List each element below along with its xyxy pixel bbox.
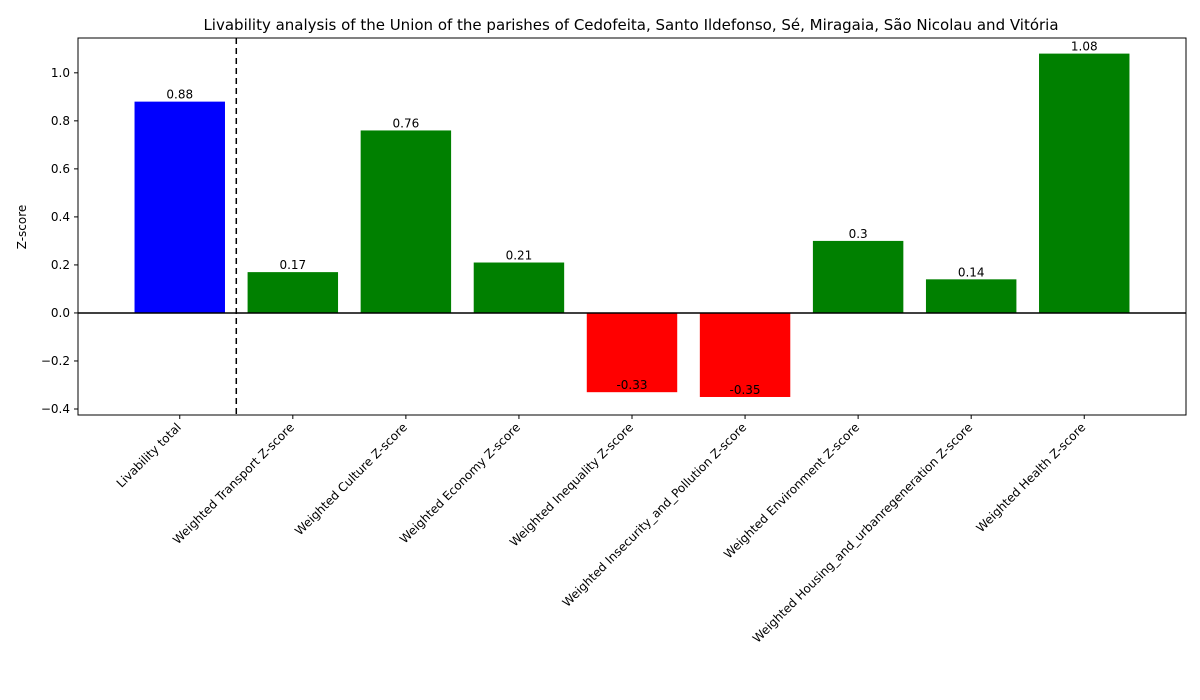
reference-lines [78,38,1186,415]
x-tick-label: Weighted Inequality Z-score [507,420,636,549]
y-tick-label: 0.0 [51,306,70,320]
bar-value-label: 0.17 [279,258,306,272]
chart-title: Livability analysis of the Union of the … [203,16,1058,34]
y-tick-label: 0.6 [51,162,70,176]
bar-value-label: 0.21 [506,249,533,263]
y-tick-label: 0.8 [51,114,70,128]
y-axis-label: Z-score [15,205,29,250]
bar-value-label: 0.88 [166,88,193,102]
x-tick-label: Weighted Culture Z-score [292,420,410,538]
x-tick-label: Weighted Environment Z-score [721,420,862,561]
x-tick-label: Weighted Transport Z-score [170,420,297,547]
y-tick-label: −0.2 [41,354,70,368]
value-labels: 0.88 0.17 0.76 0.21 -0.33 -0.35 0.3 0.14 1.08 [166,40,1097,397]
bar [1039,53,1130,313]
bar [812,240,904,313]
x-tick-label: Livability total [114,420,184,490]
bar [699,312,791,397]
bar-series [134,53,1130,397]
y-tick-label: −0.4 [41,402,70,416]
y-tick-label: 0.4 [51,210,70,224]
bar-value-label: 0.76 [393,116,420,130]
bar-value-label: 0.3 [849,227,868,241]
bar-value-label: 1.08 [1071,40,1098,54]
y-axis: −0.4 −0.2 0.0 0.2 0.4 0.6 0.8 1.0 [41,66,78,416]
bar-value-label: -0.35 [730,383,761,397]
bar [247,272,339,313]
x-tick-label: Weighted Economy Z-score [397,420,523,546]
bar [586,312,678,393]
x-tick-label: Weighted Housing_and_urbanregeneration Z… [750,420,975,645]
y-tick-label: 1.0 [51,66,70,80]
bar-value-label: 0.14 [958,265,985,279]
x-tick-label: Weighted Health Z-score [974,420,1089,535]
bar [360,130,452,313]
bar [134,101,225,313]
plot-frame [77,37,1187,416]
bar [925,279,1017,313]
x-tick-label: Weighted Insecurity_and_Pollution Z-scor… [560,420,750,610]
bar [473,262,565,313]
y-tick-label: 0.2 [51,258,70,272]
bar-value-label: -0.33 [616,378,647,392]
